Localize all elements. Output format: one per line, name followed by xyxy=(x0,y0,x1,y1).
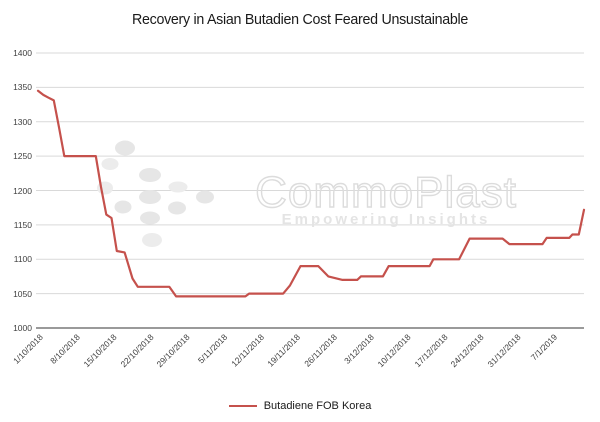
gridlines xyxy=(36,52,584,329)
watermark-logo-dots-icon xyxy=(97,140,214,247)
y-axis-label: 1100 xyxy=(13,254,32,265)
legend-line-swatch xyxy=(228,405,257,407)
legend: Butadiene FOB Korea xyxy=(0,400,600,412)
legend-label: Butadiene FOB Korea xyxy=(263,400,372,412)
chart-title: Recovery in Asian Butadien Cost Feared U… xyxy=(131,11,469,28)
watermark-brand-text: CommoPlast xyxy=(255,168,517,217)
y-axis-label: 1300 xyxy=(13,116,32,127)
series-line-butadiene xyxy=(36,89,586,298)
y-axis-label: 1150 xyxy=(13,219,32,230)
y-axis-label: 1250 xyxy=(13,151,32,162)
y-axis-label: 1350 xyxy=(13,82,32,93)
watermark: CommoPlast Empowering Insights xyxy=(97,140,517,247)
y-axis-label: 1400 xyxy=(13,48,32,58)
y-axis-label: 1200 xyxy=(13,185,32,196)
y-axis-label: 1050 xyxy=(13,288,32,299)
watermark-tagline-text: Empowering Insights xyxy=(282,211,491,228)
y-axis-label: 1000 xyxy=(13,323,32,333)
